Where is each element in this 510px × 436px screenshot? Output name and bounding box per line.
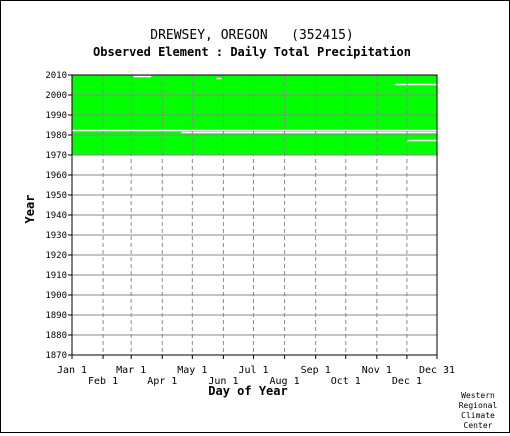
y-tick-label: 1930 [45, 231, 67, 241]
x-tick-label: Nov 1 [362, 365, 392, 376]
chart-subtitle: Observed Element : Daily Total Precipita… [93, 45, 411, 59]
credit-line: Climate [461, 411, 495, 420]
x-tick-label: Apr 1 [147, 376, 177, 387]
x-tick-label: Jun 1 [208, 376, 238, 387]
y-tick-label: 1980 [45, 131, 67, 141]
x-tick-label: Jan 1 [57, 365, 87, 376]
credit-line: Western [461, 391, 495, 400]
y-axis-label: Year [23, 195, 37, 224]
x-axis-label: Day of Year [208, 384, 287, 398]
y-tick-label: 1960 [45, 171, 67, 181]
y-tick-label: 1940 [45, 211, 67, 221]
y-tick-label: 2010 [45, 71, 67, 81]
credit-line: Center [464, 421, 493, 430]
y-tick-label: 1870 [45, 351, 67, 361]
missing-data-gap [133, 75, 152, 78]
y-tick-label: 1970 [45, 151, 67, 161]
y-tick-label: 1890 [45, 311, 67, 321]
missing-data-gap [406, 139, 437, 142]
x-tick-label: Oct 1 [331, 376, 361, 387]
missing-data-gap [216, 77, 222, 80]
credit-block: Western Regional Climate Center [459, 391, 498, 430]
missing-data-gap [181, 131, 437, 134]
y-tick-label: 1910 [45, 271, 67, 281]
missing-data-gap [394, 83, 437, 86]
credit-line: Regional [459, 401, 498, 410]
x-tick-label: Sep 1 [301, 365, 331, 376]
x-tick-label: Aug 1 [270, 376, 300, 387]
y-tick-label: 1920 [45, 251, 67, 261]
chart-title: DREWSEY, OREGON (352415) [150, 28, 354, 43]
plot-area: 1870 1880 1890 1900 1910 1920 1930 1940 1950 1960… [45, 71, 455, 387]
y-tick-label: 1950 [45, 191, 67, 201]
x-tick-label: Mar 1 [116, 365, 146, 376]
x-tick-label: Dec 1 [392, 376, 422, 387]
x-tick-label: Dec 31 [419, 365, 455, 376]
y-tick-label: 1880 [45, 331, 67, 341]
missing-data-gap [72, 129, 437, 132]
y-tick-label: 1990 [45, 111, 67, 121]
x-tick-label: Feb 1 [88, 376, 118, 387]
y-tick-label: 2000 [45, 91, 67, 101]
x-tick-label: Jul 1 [238, 365, 268, 376]
x-tick-label: May 1 [177, 365, 207, 376]
y-tick-label: 1900 [45, 291, 67, 301]
missing-data-gap [168, 155, 179, 158]
